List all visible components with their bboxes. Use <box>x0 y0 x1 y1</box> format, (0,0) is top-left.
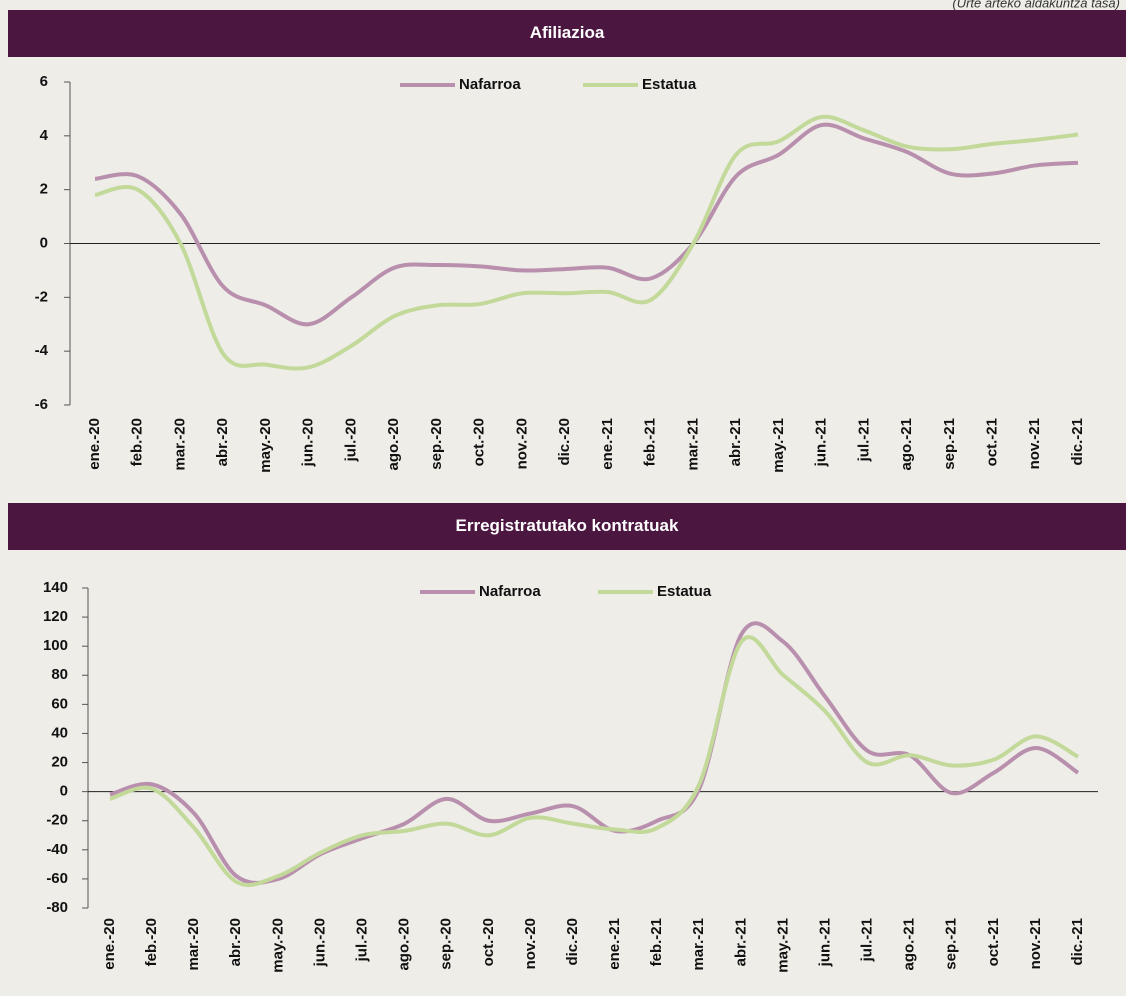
x-tick-label: nov.-20 <box>513 418 530 469</box>
y-tick-label: 120 <box>43 608 68 625</box>
y-tick-label: 80 <box>51 666 68 683</box>
x-tick-label: jun.-20 <box>300 418 317 467</box>
x-tick-label: ene.-20 <box>101 918 118 970</box>
x-tick-label: ago.-21 <box>901 918 918 971</box>
x-tick-label: oct.-21 <box>983 418 1000 466</box>
x-tick-label: ago.-20 <box>385 418 402 471</box>
legend-label: Nafarroa <box>479 583 541 600</box>
x-tick-label: oct.-21 <box>985 918 1002 966</box>
chart-title: Afiliazioa <box>530 23 605 42</box>
x-tick-label: ene.-21 <box>606 918 623 970</box>
x-tick-label: dic.-20 <box>564 918 581 966</box>
y-tick-label: -20 <box>46 812 68 829</box>
x-tick-label: may.-20 <box>257 418 274 473</box>
y-tick-label: -2 <box>35 288 48 305</box>
x-tick-label: mar.-21 <box>684 418 701 471</box>
x-tick-label: nov.-21 <box>1026 418 1043 469</box>
x-tick-label: dic.-21 <box>1069 918 1086 966</box>
x-tick-label: jul.-20 <box>342 418 359 462</box>
y-tick-label: 0 <box>40 234 48 251</box>
y-tick-label: 6 <box>40 73 48 90</box>
x-tick-label: may.-20 <box>269 918 286 973</box>
x-tick-label: dic.-21 <box>1069 418 1086 466</box>
x-tick-label: dic.-20 <box>556 418 573 466</box>
y-tick-label: 0 <box>60 783 68 800</box>
x-tick-label: jul.-21 <box>859 918 876 962</box>
x-tick-label: mar.-20 <box>185 918 202 971</box>
x-tick-label: abr.-20 <box>214 418 231 466</box>
y-tick-label: 100 <box>43 637 68 654</box>
x-tick-label: sep.-20 <box>428 418 445 470</box>
x-tick-label: nov.-21 <box>1027 918 1044 969</box>
x-tick-label: sep.-21 <box>941 418 958 470</box>
series-line <box>94 114 1079 371</box>
y-tick-label: 60 <box>51 695 68 712</box>
x-tick-label: abr.-20 <box>227 918 244 966</box>
x-tick-label: abr.-21 <box>732 918 749 966</box>
x-tick-label: feb.-21 <box>648 918 665 966</box>
x-tick-label: jun.-21 <box>816 918 833 967</box>
y-tick-label: 20 <box>51 754 68 771</box>
header-bar <box>8 10 1126 57</box>
note: (Urte arteko aldakuntza tasa) <box>952 0 1120 10</box>
series-line <box>94 122 1079 327</box>
y-tick-label: 140 <box>43 579 68 596</box>
x-tick-label: oct.-20 <box>471 418 488 466</box>
series-line <box>109 635 1079 887</box>
y-tick-label: 2 <box>40 181 48 198</box>
x-tick-label: ene.-21 <box>599 418 616 470</box>
y-tick-label: -4 <box>35 342 49 359</box>
x-tick-label: mar.-21 <box>690 918 707 971</box>
x-tick-label: sep.-21 <box>943 918 960 970</box>
x-tick-label: may.-21 <box>770 418 787 473</box>
y-tick-label: -40 <box>46 841 68 858</box>
y-tick-label: -60 <box>46 870 68 887</box>
legend-label: Estatua <box>642 76 697 93</box>
y-tick-label: 40 <box>51 724 68 741</box>
x-tick-label: ago.-20 <box>396 918 413 971</box>
x-tick-label: jun.-21 <box>813 418 830 467</box>
x-tick-label: ago.-21 <box>898 418 915 471</box>
y-tick-label: -6 <box>35 396 48 413</box>
x-tick-label: sep.-20 <box>438 918 455 970</box>
x-tick-label: jun.-20 <box>311 918 328 967</box>
x-tick-label: jul.-21 <box>855 418 872 462</box>
x-tick-label: nov.-20 <box>522 918 539 969</box>
chart-title: Erregistratutako kontratuak <box>456 516 679 535</box>
x-tick-label: may.-21 <box>774 918 791 973</box>
legend-label: Nafarroa <box>459 76 521 93</box>
x-tick-label: feb.-21 <box>642 418 659 466</box>
x-tick-label: mar.-20 <box>171 418 188 471</box>
x-tick-label: ene.-20 <box>86 418 103 470</box>
x-tick-label: abr.-21 <box>727 418 744 466</box>
header-bar <box>8 503 1126 550</box>
legend-label: Estatua <box>657 583 712 600</box>
y-tick-label: -80 <box>46 899 68 916</box>
x-tick-label: jul.-20 <box>353 918 370 962</box>
x-tick-label: feb.-20 <box>129 418 146 466</box>
y-tick-label: 4 <box>40 127 49 144</box>
x-tick-label: oct.-20 <box>480 918 497 966</box>
x-tick-label: feb.-20 <box>143 918 160 966</box>
